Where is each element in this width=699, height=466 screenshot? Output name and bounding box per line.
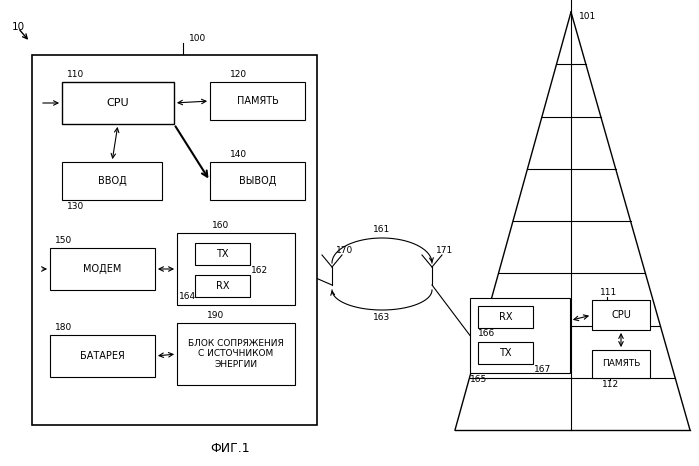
Bar: [592, 300, 650, 330]
Text: 180: 180: [55, 323, 72, 332]
Bar: [210, 162, 305, 200]
Bar: [478, 342, 533, 364]
Text: 150: 150: [55, 236, 72, 245]
Text: 160: 160: [212, 221, 229, 230]
Bar: [32, 55, 317, 425]
Text: 100: 100: [189, 34, 206, 43]
Bar: [50, 335, 155, 377]
Bar: [210, 82, 305, 120]
Text: ПАМЯТЬ: ПАМЯТЬ: [602, 359, 640, 369]
Text: RX: RX: [499, 312, 512, 322]
Bar: [470, 298, 570, 373]
Text: 171: 171: [436, 246, 453, 255]
Text: TX: TX: [499, 348, 512, 358]
Bar: [50, 248, 155, 290]
Bar: [478, 306, 533, 328]
Text: 10: 10: [12, 22, 25, 32]
Bar: [177, 233, 295, 305]
Text: ВЫВОД: ВЫВОД: [239, 176, 276, 186]
Text: CPU: CPU: [611, 310, 631, 320]
Bar: [177, 323, 295, 385]
Text: CPU: CPU: [107, 98, 129, 108]
Text: МОДЕМ: МОДЕМ: [83, 264, 122, 274]
Text: 110: 110: [67, 70, 85, 79]
Bar: [592, 350, 650, 378]
Bar: [195, 243, 250, 265]
Text: 164: 164: [179, 292, 196, 301]
Text: 101: 101: [579, 12, 596, 21]
Text: ВВОД: ВВОД: [98, 176, 127, 186]
Bar: [62, 82, 174, 124]
Text: 120: 120: [230, 70, 247, 79]
Text: ПАМЯТЬ: ПАМЯТЬ: [236, 96, 278, 106]
Text: 161: 161: [373, 225, 391, 234]
Text: 163: 163: [373, 313, 391, 322]
Text: 162: 162: [251, 266, 268, 275]
Text: 190: 190: [207, 311, 224, 320]
Text: 170: 170: [336, 246, 353, 255]
Text: 140: 140: [230, 150, 247, 159]
Text: 130: 130: [67, 202, 85, 211]
Text: ФИГ.1: ФИГ.1: [210, 442, 250, 455]
Text: RX: RX: [216, 281, 229, 291]
Bar: [62, 162, 162, 200]
Text: 167: 167: [534, 365, 552, 374]
Text: БАТАРЕЯ: БАТАРЕЯ: [80, 351, 125, 361]
Text: БЛОК СОПРЯЖЕНИЯ
С ИСТОЧНИКОМ
ЭНЕРГИИ: БЛОК СОПРЯЖЕНИЯ С ИСТОЧНИКОМ ЭНЕРГИИ: [188, 339, 284, 369]
Bar: [195, 275, 250, 297]
Text: 166: 166: [478, 329, 496, 338]
Text: 165: 165: [470, 375, 487, 384]
Text: 112: 112: [602, 380, 619, 389]
Text: TX: TX: [216, 249, 229, 259]
Text: 111: 111: [600, 288, 617, 297]
